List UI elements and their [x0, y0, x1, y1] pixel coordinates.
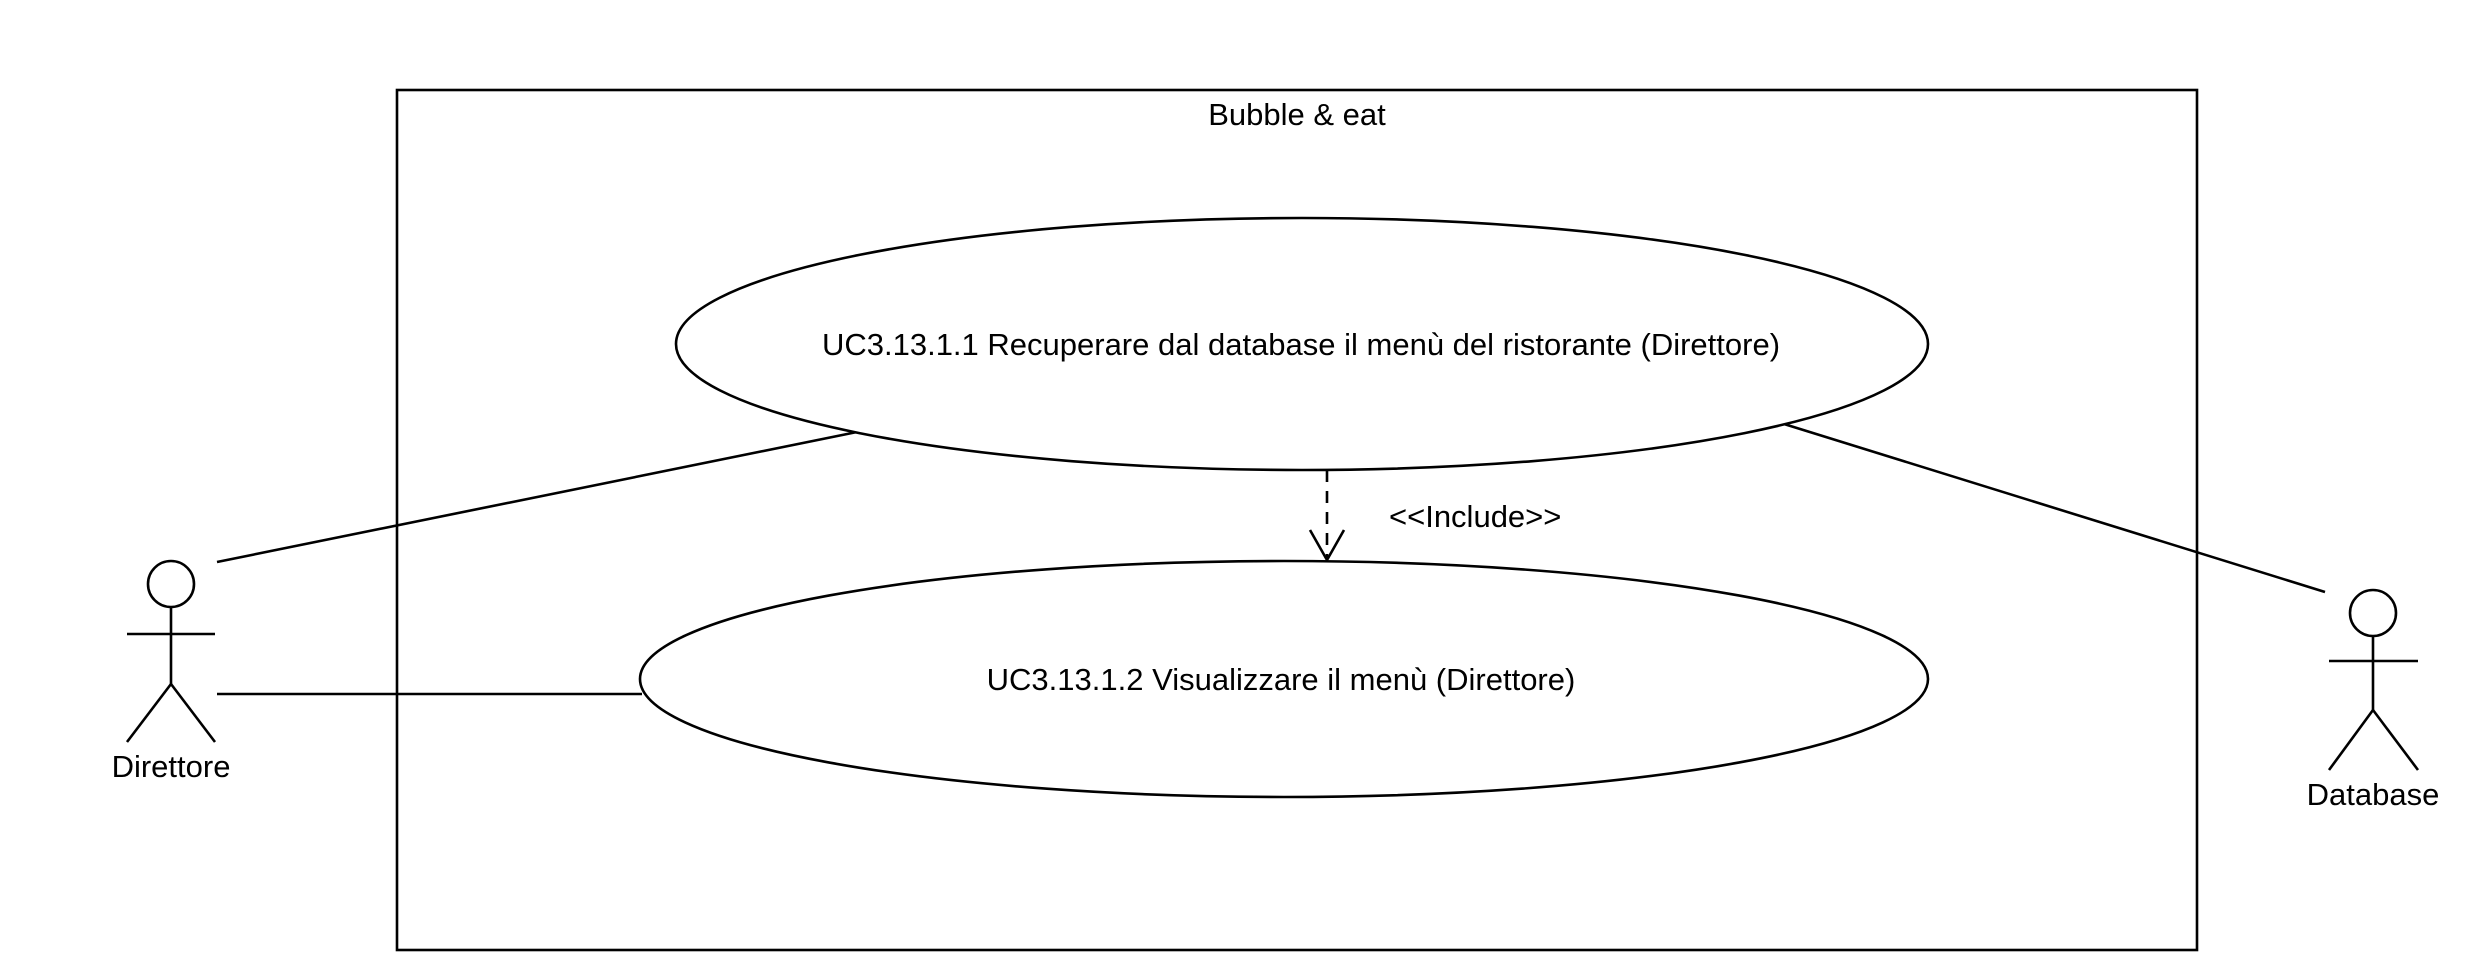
association-database-uc1 [1783, 422, 2326, 594]
actor-direttore-name: Direttore [112, 749, 231, 784]
system-boundary [395, 88, 2199, 952]
use-case-ellipse-1 [674, 216, 1930, 472]
actor-database-name: Database [2307, 777, 2440, 812]
use-case-label-2: UC3.13.1.2 Visualizzare il menù (Diretto… [987, 662, 1576, 697]
system-name: Bubble & eat [1208, 97, 1386, 132]
actor-database-figure-icon [2327, 588, 2420, 771]
actor-direttore-figure-icon [125, 559, 217, 743]
include-label: <<Include>> [1389, 499, 1561, 534]
association-direttore-uc1 [216, 430, 858, 564]
use-case-ellipse-2 [638, 559, 1930, 799]
use-case-label-1: UC3.13.1.1 Recuperare dal database il me… [822, 327, 1780, 362]
